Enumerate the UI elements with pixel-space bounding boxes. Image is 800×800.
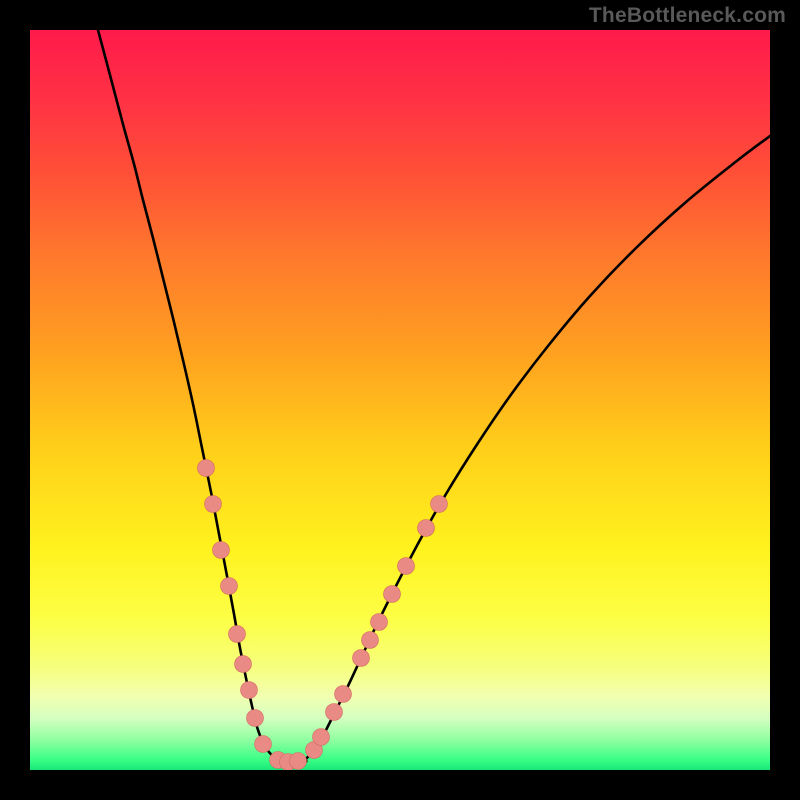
data-marker [290, 753, 307, 770]
watermark-text: TheBottleneck.com [589, 4, 786, 28]
data-marker [371, 614, 388, 631]
data-marker [255, 736, 272, 753]
data-marker [235, 656, 252, 673]
data-marker [431, 496, 448, 513]
data-marker [353, 650, 370, 667]
data-marker [362, 632, 379, 649]
data-marker [205, 496, 222, 513]
data-marker [335, 686, 352, 703]
data-marker [313, 729, 330, 746]
data-marker [241, 682, 258, 699]
data-marker [398, 558, 415, 575]
gradient-background [30, 30, 770, 770]
plot-svg [30, 30, 770, 770]
data-marker [418, 520, 435, 537]
data-marker [247, 710, 264, 727]
data-marker [198, 460, 215, 477]
data-marker [326, 704, 343, 721]
chart-frame: TheBottleneck.com [0, 0, 800, 800]
data-marker [221, 578, 238, 595]
data-marker [229, 626, 246, 643]
data-marker [384, 586, 401, 603]
plot-area [30, 30, 770, 770]
data-marker [213, 542, 230, 559]
